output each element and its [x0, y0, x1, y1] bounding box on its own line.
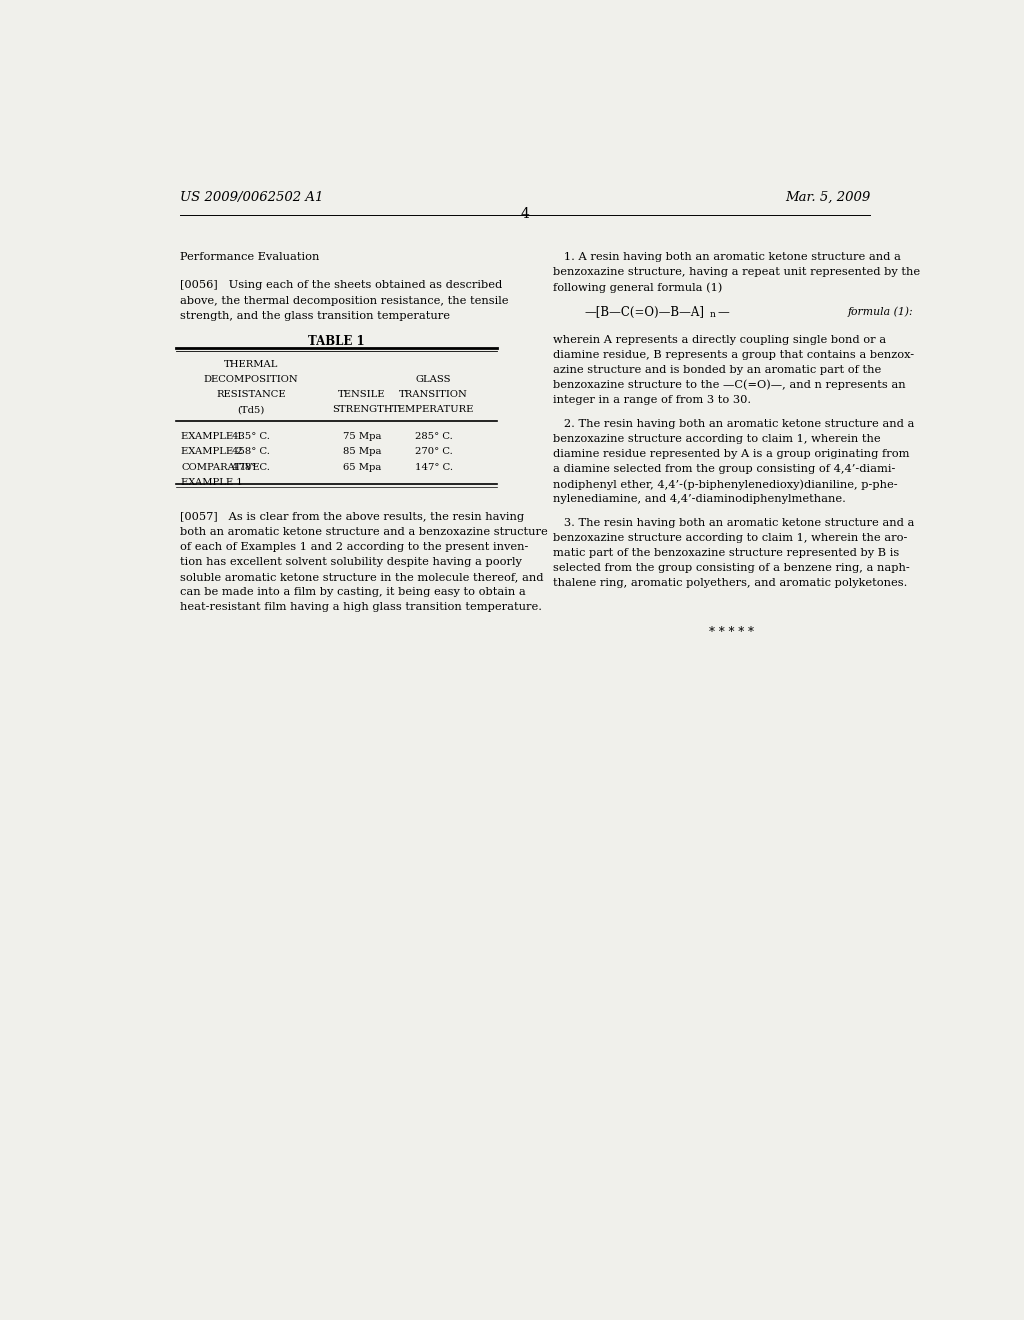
Text: 285° C.: 285° C.: [415, 433, 453, 441]
Text: nodiphenyl ether, 4,4’-(p-biphenylenedioxy)dianiline, p-phe-: nodiphenyl ether, 4,4’-(p-biphenylenedio…: [553, 479, 897, 490]
Text: EXAMPLE 2: EXAMPLE 2: [181, 447, 243, 457]
Text: selected from the group consisting of a benzene ring, a naph-: selected from the group consisting of a …: [553, 564, 909, 573]
Text: diamine residue, B represents a group that contains a benzox-: diamine residue, B represents a group th…: [553, 350, 913, 359]
Text: GLASS: GLASS: [416, 375, 452, 384]
Text: RESISTANCE: RESISTANCE: [216, 391, 286, 400]
Text: formula (1):: formula (1):: [848, 306, 913, 317]
Text: of each of Examples 1 and 2 according to the present inven-: of each of Examples 1 and 2 according to…: [179, 543, 528, 552]
Text: [0056]   Using each of the sheets obtained as described: [0056] Using each of the sheets obtained…: [179, 280, 502, 290]
Text: —[B—C(=O)—B—A]: —[B—C(=O)—B—A]: [585, 306, 705, 319]
Text: following general formula (1): following general formula (1): [553, 282, 722, 293]
Text: 270° C.: 270° C.: [415, 447, 453, 457]
Text: heat-resistant film having a high glass transition temperature.: heat-resistant film having a high glass …: [179, 602, 542, 612]
Text: 3. The resin having both an aromatic ketone structure and a: 3. The resin having both an aromatic ket…: [553, 519, 914, 528]
Text: 478° C.: 478° C.: [232, 462, 270, 471]
Text: benzoxazine structure according to claim 1, wherein the: benzoxazine structure according to claim…: [553, 434, 881, 444]
Text: DECOMPOSITION: DECOMPOSITION: [204, 375, 298, 384]
Text: TABLE 1: TABLE 1: [308, 335, 365, 347]
Text: can be made into a film by casting, it being easy to obtain a: can be made into a film by casting, it b…: [179, 587, 525, 598]
Text: thalene ring, aromatic polyethers, and aromatic polyketones.: thalene ring, aromatic polyethers, and a…: [553, 578, 907, 589]
Text: (Td5): (Td5): [238, 405, 264, 414]
Text: wherein A represents a directly coupling single bond or a: wherein A represents a directly coupling…: [553, 335, 886, 345]
Text: soluble aromatic ketone structure in the molecule thereof, and: soluble aromatic ketone structure in the…: [179, 573, 543, 582]
Text: benzoxazine structure, having a repeat unit represented by the: benzoxazine structure, having a repeat u…: [553, 267, 920, 277]
Text: 85 Mpa: 85 Mpa: [343, 447, 381, 457]
Text: * * * * *: * * * * *: [709, 627, 754, 639]
Text: 2. The resin having both an aromatic ketone structure and a: 2. The resin having both an aromatic ket…: [553, 418, 914, 429]
Text: a diamine selected from the group consisting of 4,4’-diami-: a diamine selected from the group consis…: [553, 465, 895, 474]
Text: benzoxazine structure to the —C(=O)—, and n represents an: benzoxazine structure to the —C(=O)—, an…: [553, 380, 905, 391]
Text: STRENGTH: STRENGTH: [332, 405, 392, 414]
Text: diamine residue represented by A is a group originating from: diamine residue represented by A is a gr…: [553, 449, 909, 459]
Text: 458° C.: 458° C.: [232, 447, 270, 457]
Text: matic part of the benzoxazine structure represented by B is: matic part of the benzoxazine structure …: [553, 548, 899, 558]
Text: 4: 4: [520, 207, 529, 222]
Text: EXAMPLE 1: EXAMPLE 1: [181, 478, 243, 487]
Text: both an aromatic ketone structure and a benzoxazine structure: both an aromatic ketone structure and a …: [179, 527, 548, 537]
Text: —: —: [718, 306, 729, 319]
Text: COMPARATIVE: COMPARATIVE: [181, 462, 260, 471]
Text: 147° C.: 147° C.: [415, 462, 453, 471]
Text: TENSILE: TENSILE: [338, 391, 386, 400]
Text: US 2009/0062502 A1: US 2009/0062502 A1: [179, 191, 323, 203]
Text: 435° C.: 435° C.: [232, 433, 270, 441]
Text: Mar. 5, 2009: Mar. 5, 2009: [784, 191, 870, 203]
Text: tion has excellent solvent solubility despite having a poorly: tion has excellent solvent solubility de…: [179, 557, 521, 568]
Text: Performance Evaluation: Performance Evaluation: [179, 252, 318, 261]
Text: nylenediamine, and 4,4’-diaminodiphenylmethane.: nylenediamine, and 4,4’-diaminodiphenylm…: [553, 494, 846, 504]
Text: TRANSITION: TRANSITION: [399, 391, 468, 400]
Text: 1. A resin having both an aromatic ketone structure and a: 1. A resin having both an aromatic keton…: [553, 252, 900, 261]
Text: azine structure and is bonded by an aromatic part of the: azine structure and is bonded by an arom…: [553, 364, 881, 375]
Text: above, the thermal decomposition resistance, the tensile: above, the thermal decomposition resista…: [179, 296, 508, 305]
Text: [0057]   As is clear from the above results, the resin having: [0057] As is clear from the above result…: [179, 512, 523, 523]
Text: EXAMPLE 1: EXAMPLE 1: [181, 433, 243, 441]
Text: benzoxazine structure according to claim 1, wherein the aro-: benzoxazine structure according to claim…: [553, 533, 907, 544]
Text: 75 Mpa: 75 Mpa: [343, 433, 381, 441]
Text: THERMAL: THERMAL: [224, 360, 279, 370]
Text: integer in a range of from 3 to 30.: integer in a range of from 3 to 30.: [553, 395, 751, 405]
Text: n: n: [710, 310, 716, 319]
Text: TEMPERATURE: TEMPERATURE: [392, 405, 475, 414]
Text: strength, and the glass transition temperature: strength, and the glass transition tempe…: [179, 310, 450, 321]
Text: 65 Mpa: 65 Mpa: [343, 462, 381, 471]
